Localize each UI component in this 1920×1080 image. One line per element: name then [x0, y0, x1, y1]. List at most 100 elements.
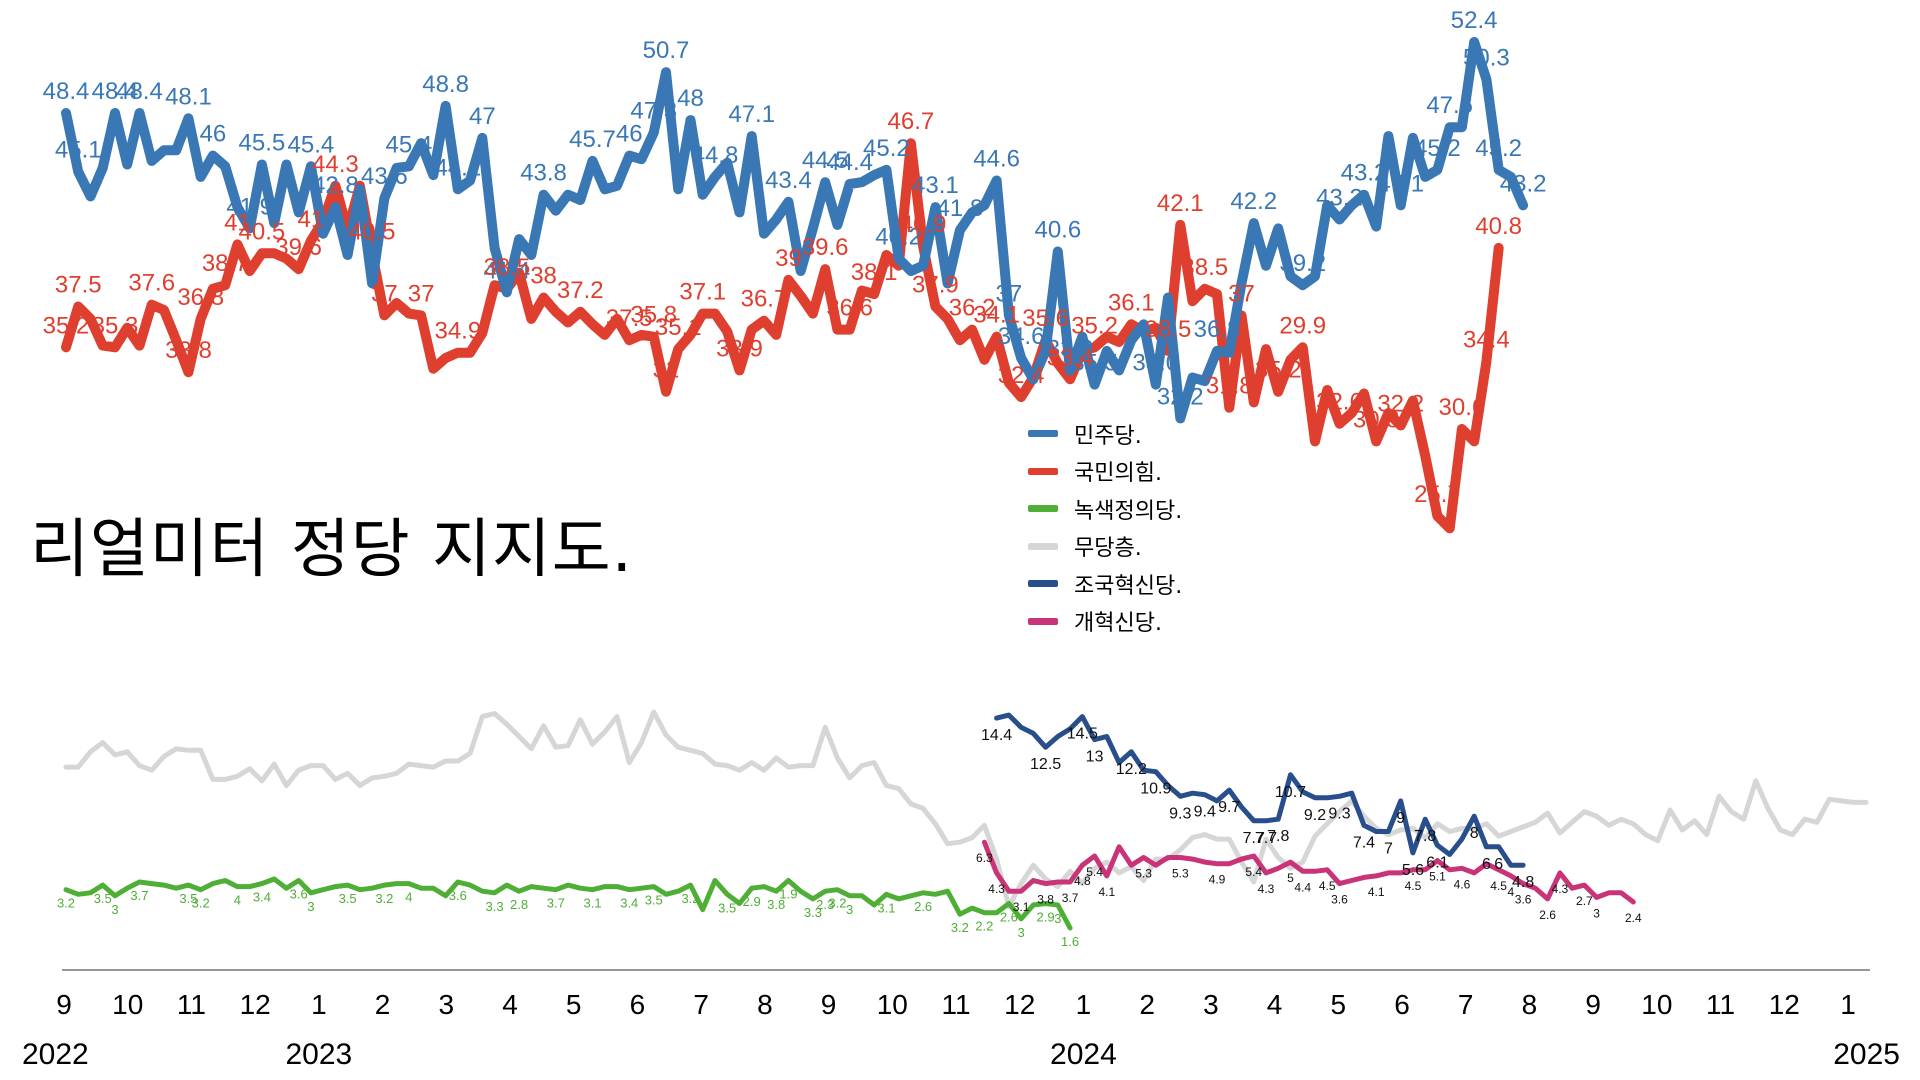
- data-label: 3.6: [1331, 893, 1348, 907]
- x-tick-label: 7: [693, 989, 709, 1020]
- x-tick-label: 9: [821, 989, 837, 1020]
- data-label: 3.6: [290, 887, 308, 902]
- data-label: 44.3: [312, 151, 359, 178]
- data-label: 43.4: [765, 167, 812, 194]
- data-label: 3.7: [130, 888, 148, 903]
- data-label: 47.1: [1377, 170, 1424, 197]
- data-label: 13: [1086, 749, 1104, 766]
- data-label: 9.3: [1328, 805, 1350, 822]
- data-label: 40.5: [349, 218, 396, 245]
- data-label: 5.6: [1402, 862, 1424, 879]
- data-label: 7.7: [1243, 830, 1265, 847]
- x-tick-label: 2: [1139, 989, 1155, 1020]
- data-label: 48.1: [165, 83, 212, 110]
- data-label: 4.3: [1258, 882, 1275, 896]
- data-label: 48.8: [422, 71, 469, 98]
- data-label: 46: [616, 121, 643, 148]
- data-label: 2.9: [743, 894, 761, 909]
- data-label: 42.1: [1157, 190, 1204, 217]
- data-label: 32.6: [1316, 389, 1363, 416]
- series-line: [63, 876, 1073, 931]
- x-tick-label: 10: [1641, 989, 1672, 1020]
- data-label: 2.3: [816, 897, 834, 912]
- data-label: 38: [530, 263, 557, 290]
- data-label: 47.3: [630, 98, 677, 125]
- data-label: 35.2: [1071, 312, 1118, 339]
- data-label: 40.2: [875, 224, 922, 251]
- data-label: 3.4: [620, 896, 638, 911]
- data-label: 3.6: [449, 888, 467, 903]
- chart-title: 리얼미터 정당 지지도.: [30, 513, 633, 587]
- data-label: 14.5: [1067, 726, 1098, 743]
- data-label: 40.6: [1034, 216, 1081, 243]
- data-label: 3.8: [1037, 893, 1054, 907]
- year-label: 2025: [1833, 1038, 1900, 1071]
- data-label: 4.4: [1294, 880, 1311, 894]
- data-label: 43.2: [1316, 185, 1363, 212]
- data-label: 37.5: [55, 272, 102, 299]
- series-line: [994, 712, 1526, 868]
- data-label: 4.5: [1405, 879, 1422, 893]
- data-label: 4: [1508, 885, 1515, 899]
- data-label: 6: [1494, 856, 1503, 873]
- data-label: 2.6: [1539, 908, 1556, 922]
- data-label: 40.8: [1475, 213, 1522, 240]
- data-label: 3.1: [877, 900, 895, 915]
- data-label: 32.2: [1377, 390, 1424, 417]
- x-tick-label: 5: [1330, 989, 1346, 1020]
- data-label: 3.1: [583, 896, 601, 911]
- data-label: 45.4: [385, 131, 432, 158]
- data-label: 3: [1593, 906, 1600, 920]
- legend-item: 녹색정의당.: [1028, 490, 1182, 528]
- data-label: 7.8: [1414, 828, 1436, 845]
- legend-swatch: [1028, 580, 1058, 588]
- data-label: 2.2: [975, 919, 993, 934]
- data-label: 43.8: [520, 160, 567, 187]
- data-label: 3.3: [804, 905, 822, 920]
- year-label: 2023: [285, 1038, 352, 1071]
- legend-swatch: [1028, 617, 1058, 625]
- series-line: [981, 839, 1636, 905]
- year-label: 2022: [22, 1038, 89, 1071]
- x-tick-label: 3: [438, 989, 454, 1020]
- x-tick-label: 1: [1076, 989, 1092, 1020]
- data-label: 41: [298, 206, 325, 233]
- legend-label: 무당층.: [1074, 536, 1142, 562]
- data-label: 9.2: [1304, 807, 1326, 824]
- data-label: 40.5: [239, 218, 286, 245]
- data-label: 50.7: [643, 37, 690, 64]
- x-tick-label: 12: [240, 989, 271, 1020]
- x-tick-label: 10: [877, 989, 908, 1020]
- data-label: 32.2: [1157, 383, 1204, 410]
- data-label: 40.9: [900, 211, 947, 238]
- data-label: 38.5: [1145, 316, 1192, 343]
- x-tick-label: 1: [311, 989, 327, 1020]
- legend-label: 개혁신당.: [1074, 611, 1162, 637]
- data-label: 10.9: [1140, 781, 1171, 798]
- data-label: 41.8: [937, 195, 984, 222]
- data-label: 8: [1470, 825, 1479, 842]
- x-tick-label: 9: [56, 989, 72, 1020]
- data-label: 45.7: [569, 126, 616, 153]
- data-label: 39.6: [802, 234, 849, 261]
- data-label: 30.6: [1439, 394, 1486, 421]
- x-tick-label: 12: [1769, 989, 1800, 1020]
- data-label: 4.8: [1512, 874, 1534, 891]
- data-label: 34.9: [434, 318, 481, 345]
- data-label: 3: [846, 902, 853, 917]
- data-label: 46: [200, 121, 227, 148]
- data-label: 3.5: [179, 891, 197, 906]
- data-label: 37: [1228, 280, 1255, 307]
- data-label: 7: [1384, 840, 1393, 857]
- series-line: [63, 709, 1869, 910]
- data-label: 6.3: [976, 851, 993, 865]
- x-tick-label: 8: [757, 989, 773, 1020]
- x-tick-label: 9: [1585, 989, 1601, 1020]
- data-label: 38.5: [483, 254, 530, 281]
- data-label: 44.5: [802, 147, 849, 174]
- year-label: 2024: [1050, 1038, 1117, 1071]
- data-label: 2.7: [1576, 894, 1593, 908]
- data-label: 47.6: [1426, 92, 1473, 119]
- data-label: 37: [371, 280, 398, 307]
- data-label: 34.6: [998, 323, 1045, 350]
